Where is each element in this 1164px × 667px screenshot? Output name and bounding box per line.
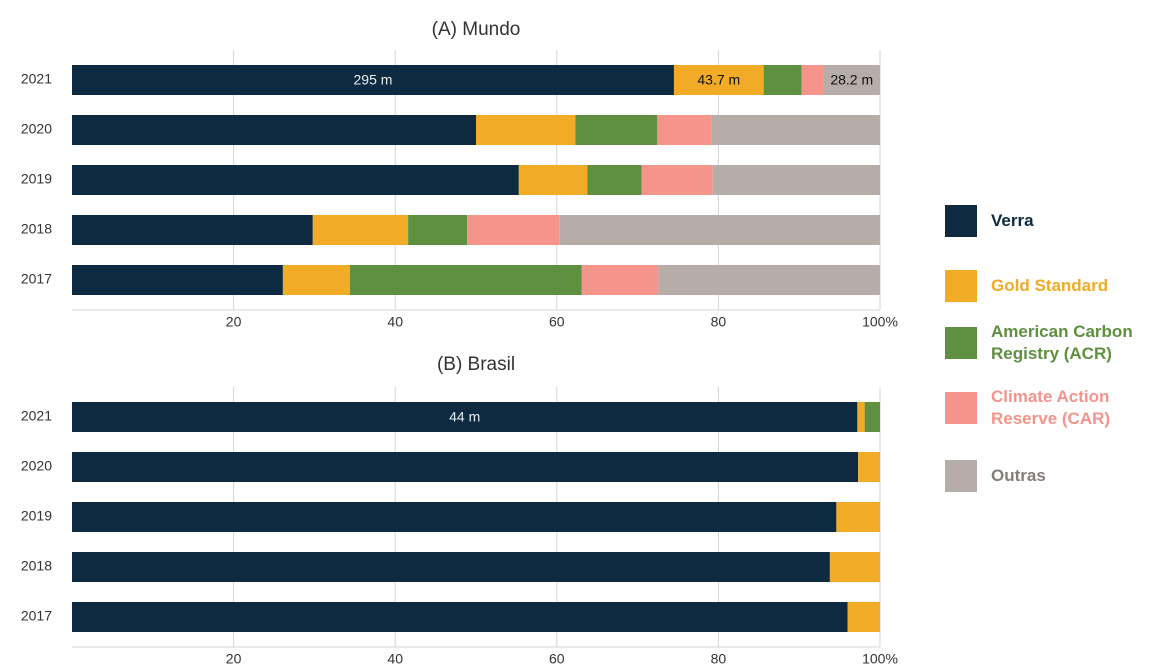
y-tick-label: 2019 xyxy=(21,508,52,524)
y-tick-label: 2020 xyxy=(21,121,52,137)
bar-segment xyxy=(282,265,350,295)
x-tick-label: 80 xyxy=(711,651,727,667)
bar-segment xyxy=(829,552,880,582)
bar-segment xyxy=(763,65,802,95)
x-tick-label: 40 xyxy=(387,314,403,330)
x-tick-label: 20 xyxy=(226,314,242,330)
bar-segment xyxy=(518,165,588,195)
bar-segment xyxy=(72,452,859,482)
bar-segment xyxy=(673,65,764,95)
bar-segment xyxy=(575,115,657,145)
y-tick-label: 2021 xyxy=(21,408,52,424)
legend-label: Climate Action Reserve (CAR) xyxy=(991,387,1111,428)
bar-segment xyxy=(72,265,283,295)
bar-segment xyxy=(656,115,712,145)
legend-item: Verra xyxy=(945,205,1160,237)
legend-label: American Carbon Registry (ACR) xyxy=(991,322,1133,363)
legend-swatch xyxy=(945,392,977,424)
legend-label: Outras xyxy=(991,466,1046,485)
bar-segment xyxy=(658,265,880,295)
x-tick-label: 40 xyxy=(387,651,403,667)
legend-item: American Carbon Registry (ACR) xyxy=(945,321,1160,365)
bar-segment xyxy=(847,602,880,632)
y-tick-label: 2019 xyxy=(21,171,52,187)
bar-segment xyxy=(467,215,560,245)
bar-segment xyxy=(72,165,519,195)
legend-item: Gold Standard xyxy=(945,270,1160,302)
legend-label: Gold Standard xyxy=(991,276,1109,295)
x-tick-label: 60 xyxy=(549,314,565,330)
annotation: 43.7 m xyxy=(697,72,740,88)
bar-segment xyxy=(641,165,713,195)
bar-segment xyxy=(864,402,880,432)
x-tick-label: 100% xyxy=(862,651,898,667)
y-tick-label: 2017 xyxy=(21,608,52,624)
chart-title: (A) Mundo xyxy=(432,19,521,40)
bar-segment xyxy=(476,115,576,145)
bar-segment xyxy=(823,65,880,95)
bar-segment xyxy=(559,215,880,245)
annotation: 44 m xyxy=(449,409,480,425)
annotation: 295 m xyxy=(354,72,393,88)
y-tick-label: 2021 xyxy=(21,71,52,87)
legend-swatch xyxy=(945,205,977,237)
bar-segment xyxy=(349,265,582,295)
bar-segment xyxy=(408,215,468,245)
legend-item: Climate Action Reserve (CAR) xyxy=(945,386,1160,430)
bar-segment xyxy=(836,502,880,532)
x-tick-label: 20 xyxy=(226,651,242,667)
bar-segment xyxy=(587,165,642,195)
bar-segment xyxy=(712,165,880,195)
legend-item: Outras xyxy=(945,460,1160,492)
bar-segment xyxy=(72,602,848,632)
x-tick-label: 80 xyxy=(711,314,727,330)
y-tick-label: 2018 xyxy=(21,558,52,574)
legend-label: Verra xyxy=(991,211,1034,230)
legend-swatch xyxy=(945,270,977,302)
bar-segment xyxy=(312,215,409,245)
bar-segment xyxy=(581,265,659,295)
bar-segment xyxy=(857,402,865,432)
x-tick-label: 100% xyxy=(862,314,898,330)
y-tick-label: 2020 xyxy=(21,458,52,474)
bar-segment xyxy=(72,552,830,582)
y-tick-label: 2018 xyxy=(21,221,52,237)
bar-segment xyxy=(72,215,313,245)
bar-segment xyxy=(801,65,824,95)
y-tick-label: 2017 xyxy=(21,271,52,287)
legend-swatch xyxy=(945,327,977,359)
x-tick-label: 60 xyxy=(549,651,565,667)
legend-swatch xyxy=(945,460,977,492)
bar-segment xyxy=(72,502,837,532)
chart-title: (B) Brasil xyxy=(437,354,515,375)
bar-segment xyxy=(72,402,858,432)
bar-segment xyxy=(72,115,476,145)
annotation: 28.2 m xyxy=(830,72,873,88)
bar-segment xyxy=(711,115,880,145)
bar-segment xyxy=(858,452,880,482)
bar-segment xyxy=(72,65,674,95)
